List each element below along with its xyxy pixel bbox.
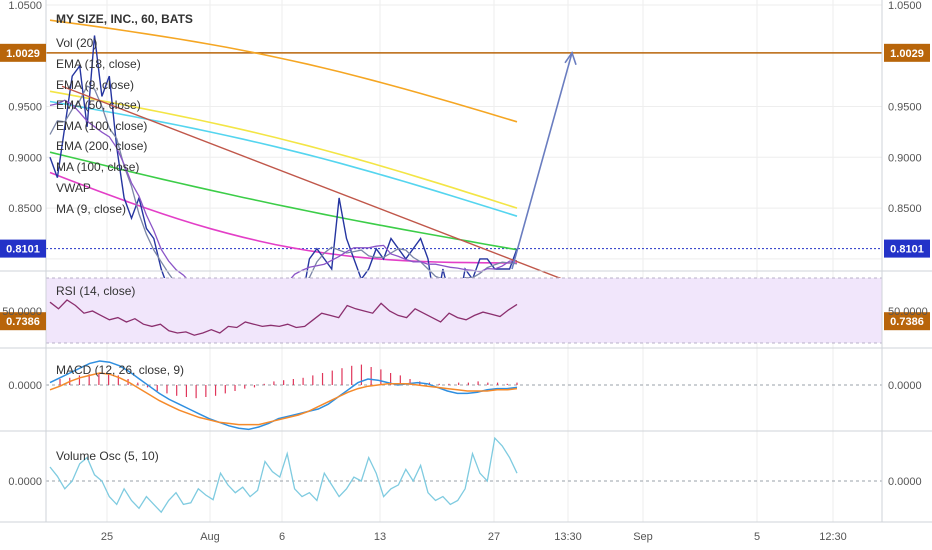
legend-ema9: EMA (9, close) (56, 78, 134, 92)
macd-pane[interactable] (46, 360, 882, 431)
rsi-band (46, 278, 882, 343)
x-tick-8: 12:30 (819, 531, 847, 543)
projection-arrow-shaft (511, 52, 573, 270)
legend-ema50: EMA (50, close) (56, 98, 141, 112)
level-tag-left-text-2: 0.7386 (6, 316, 40, 328)
y-tick-left-4: 0.8500 (8, 203, 42, 215)
level-tag-right-1 (884, 239, 930, 258)
level-tag-right-text-0: 1.0029 (890, 48, 924, 60)
level-tag-left-2 (0, 312, 46, 331)
legend-vwap: VWAP (56, 181, 91, 195)
y-tick-left-2: 0.9500 (8, 102, 42, 114)
volume-osc-label: Volume Osc (5, 10) (56, 449, 159, 463)
y-tick-right-0: 1.0500 (888, 0, 922, 12)
x-tick-1: Aug (200, 531, 220, 543)
y-tick-right-3: 0.9000 (888, 152, 922, 164)
grid (46, 0, 882, 522)
rsi-label: RSI (14, close) (56, 284, 135, 298)
rsi-y-tick-right: 50.0000 (888, 306, 928, 318)
level-tag-right-2 (884, 312, 930, 331)
legend-vol: Vol (20) (56, 36, 97, 50)
volume-osc-pane[interactable] (46, 436, 882, 514)
macd-signal-line (49, 372, 518, 426)
level-tag-left-text-0: 1.0029 (6, 48, 40, 60)
level-tag-right-0 (884, 43, 930, 62)
y-tick-right-2: 0.9500 (888, 102, 922, 114)
vosc-y-tick-left: 0.0000 (8, 476, 42, 488)
y-tick-left-0: 1.0500 (8, 0, 42, 12)
level-tag-right-text-2: 0.7386 (890, 316, 924, 328)
ema-yellow-line (49, 90, 518, 209)
x-tick-2: 6 (279, 531, 285, 543)
x-tick-5: 13:30 (554, 531, 582, 543)
rsi-line (49, 299, 518, 336)
level-tag-left-1 (0, 239, 46, 258)
legend-ema18: EMA (18, close) (56, 57, 141, 71)
x-tick-3: 13 (374, 531, 386, 543)
vosc-line (49, 436, 518, 514)
macd-label: MACD (12, 26, close, 9) (56, 363, 184, 377)
projection-arrow-head (564, 51, 577, 66)
level-tag-right-text-1: 0.8101 (890, 244, 924, 256)
legend-ema200: EMA (200, close) (56, 139, 147, 153)
y-tick-left-3: 0.9000 (8, 152, 42, 164)
x-tick-7: 5 (754, 531, 760, 543)
rsi-y-tick-left: 50.0000 (2, 306, 42, 318)
macd-y-tick-left: 0.0000 (8, 380, 42, 392)
y-tick-right-4: 0.8500 (888, 203, 922, 215)
x-tick-4: 27 (488, 531, 500, 543)
ema-orange-line (49, 19, 518, 123)
ema-green-line (49, 151, 518, 251)
vosc-y-tick-right: 0.0000 (888, 476, 922, 488)
legend-ma100: MA (100, close) (56, 160, 139, 174)
legend-ema100: EMA (100, close) (56, 119, 147, 133)
x-tick-6: Sep (633, 531, 653, 543)
symbol-title: MY SIZE, INC., 60, BATS (56, 12, 193, 26)
x-tick-0: 25 (101, 531, 113, 543)
macd-y-tick-right: 0.0000 (888, 380, 922, 392)
ema-magenta-line (49, 171, 517, 264)
ema-cyan-line (49, 100, 518, 217)
rsi-pane[interactable] (46, 277, 882, 344)
level-tag-left-text-1: 0.8101 (6, 244, 40, 256)
legend: MY SIZE, INC., 60, BATS Vol (20) EMA (18… (56, 12, 193, 463)
legend-ma9: MA (9, close) (56, 202, 126, 216)
level-tag-left-0 (0, 43, 46, 62)
